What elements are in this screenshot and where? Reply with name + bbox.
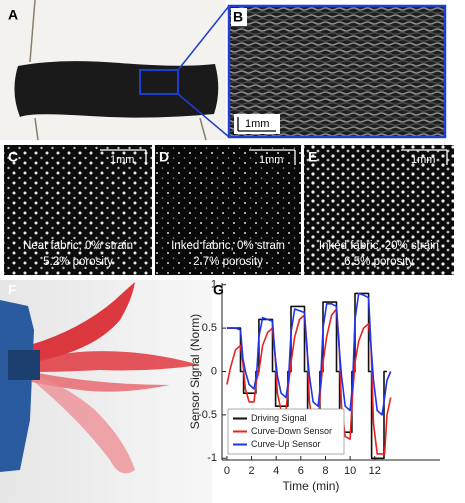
panel-label: C: [8, 149, 18, 165]
device: [0, 300, 34, 472]
x-tick-label: 2: [248, 465, 254, 477]
caption: Neat fabric, 0% strain: [23, 240, 133, 252]
caption: Inked fabric, 20% strain: [319, 240, 439, 252]
legend-box: [227, 408, 345, 455]
photo-c: [4, 145, 152, 275]
scale-label: 1mm: [411, 154, 435, 166]
panel-label: D: [159, 149, 169, 165]
fabric-strip: [14, 61, 219, 118]
scale-label: 1mm: [245, 118, 269, 130]
y-tick-label: 1: [211, 279, 217, 291]
x-axis-label: Time (min): [283, 479, 340, 493]
clamp: [8, 350, 40, 380]
panel-label: B: [233, 9, 243, 25]
y-tick-label: 0: [211, 365, 217, 377]
series-line: [226, 308, 392, 455]
petal: [30, 351, 200, 372]
x-tick-label: 6: [298, 465, 304, 477]
petal: [30, 282, 135, 362]
x-tick-label: 12: [369, 465, 381, 477]
caption: 5.2% porosity: [43, 256, 113, 268]
y-tick-label: -1: [207, 452, 217, 464]
legend-label: Driving Signal: [251, 413, 307, 423]
caption: Inked fabric, 0% strain: [171, 240, 285, 252]
zoom-box: [139, 69, 179, 95]
panel-label: E: [308, 149, 317, 165]
x-tick-label: 0: [224, 465, 230, 477]
zoom-line: [177, 5, 230, 138]
series-line: [226, 292, 392, 416]
x-tick-label: 8: [322, 465, 328, 477]
y-axis-label: Sensor Signal (Norm): [188, 314, 202, 429]
petal: [32, 372, 170, 392]
legend-label: Curve-Down Sensor: [251, 426, 332, 436]
y-tick-label: 0.5: [202, 322, 217, 334]
petal: [32, 375, 135, 474]
x-tick-label: 4: [273, 465, 279, 477]
photo-d: [155, 145, 301, 275]
x-tick-label: 10: [344, 465, 356, 477]
thread: [29, 0, 207, 141]
y-tick-label: -0.5: [198, 409, 217, 421]
photo-e: [304, 145, 454, 275]
scale-label: 1mm: [259, 154, 283, 166]
scale-label: 1mm: [110, 154, 134, 166]
label-bg: [231, 8, 247, 26]
legend-label: Curve-Up Sensor: [251, 439, 321, 449]
caption: 2.7% porosity: [193, 256, 263, 268]
panel-label: F: [8, 282, 17, 298]
caption: 6.5% porosity: [344, 256, 414, 268]
panel-label: A: [8, 7, 18, 23]
panel-label: G: [213, 282, 224, 298]
scale-bg: [234, 114, 280, 134]
